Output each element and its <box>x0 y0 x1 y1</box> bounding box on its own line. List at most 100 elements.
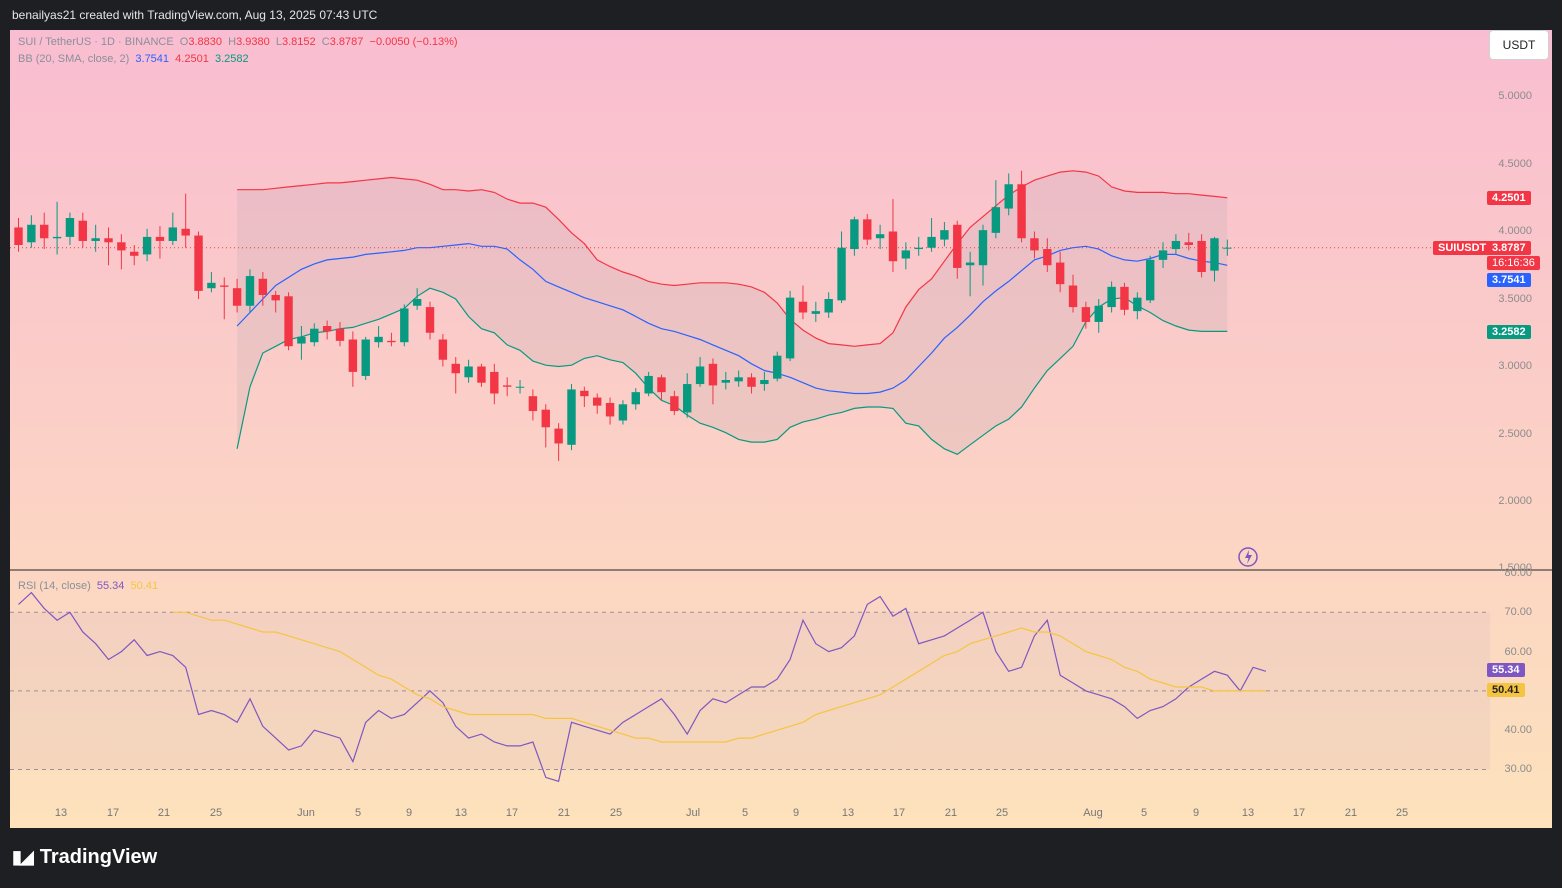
candle-body <box>438 339 448 360</box>
price-tick: 1.5000 <box>1498 562 1532 574</box>
candle-body <box>528 396 538 412</box>
chart-canvas[interactable] <box>10 30 1552 828</box>
rsi-tick: 60.00 <box>1504 646 1532 658</box>
candle-body <box>708 363 718 386</box>
candle-body <box>875 234 885 239</box>
candle-body <box>284 296 293 347</box>
price-tick: 3.0000 <box>1498 360 1532 372</box>
candle-body <box>322 326 332 332</box>
date-tick: 13 <box>841 807 855 819</box>
last-price-badge: 3.8787 <box>1487 241 1531 255</box>
price-tick: 4.0000 <box>1498 225 1532 237</box>
candle-body <box>683 384 692 413</box>
candle-body <box>580 390 589 397</box>
price-tick: 2.5000 <box>1498 428 1532 440</box>
candle-body <box>245 276 255 306</box>
bb-basis-value: 3.7541 <box>135 53 170 65</box>
candle-body <box>464 366 473 378</box>
date-tick: 5 <box>354 807 362 819</box>
candle-body <box>207 282 216 289</box>
candle-body <box>412 299 422 306</box>
close-label: C <box>321 36 330 48</box>
rsi-ma-value: 50.41 <box>130 580 159 592</box>
candle-body <box>387 340 396 343</box>
open-label: O <box>179 36 189 48</box>
candle-body <box>40 224 49 239</box>
candlesticks[interactable] <box>14 170 1232 461</box>
candle-body <box>1223 247 1232 249</box>
candle-body <box>785 297 795 359</box>
candle-body <box>1145 259 1155 301</box>
candle-body <box>400 308 409 343</box>
flash-icon-glyph <box>1245 550 1252 564</box>
candle-body <box>361 339 370 376</box>
candle-body <box>618 404 628 421</box>
candle-body <box>554 428 563 444</box>
date-tick: 9 <box>405 807 413 819</box>
candle-body <box>1171 240 1181 250</box>
rsi-tick: 40.00 <box>1504 724 1532 736</box>
candle-body <box>155 236 165 241</box>
candle-body <box>914 247 923 250</box>
rsi-pane <box>10 591 1490 783</box>
candle-body <box>927 236 936 248</box>
date-tick: 25 <box>995 807 1009 819</box>
candle-body <box>1210 238 1219 271</box>
candle-body <box>1068 285 1078 308</box>
candle-body <box>52 236 62 239</box>
bb-basis-badge: 3.7541 <box>1487 273 1531 287</box>
candle-body <box>515 386 525 388</box>
open-value: 3.8830 <box>188 36 223 48</box>
candle-body <box>747 377 756 387</box>
rsi-line <box>18 591 1267 783</box>
candle-body <box>502 385 512 387</box>
candle-body <box>657 377 666 393</box>
countdown-badge: 16:16:36 <box>1487 256 1540 270</box>
tradingview-logo-icon: ▮◢ <box>12 847 34 867</box>
candle-body <box>953 224 962 268</box>
date-tick: 17 <box>106 807 120 819</box>
date-tick: Jun <box>297 807 315 819</box>
candle-body <box>901 250 911 259</box>
date-tick: 21 <box>157 807 171 819</box>
candle-body <box>232 288 242 306</box>
candle-body <box>1081 307 1091 322</box>
candle-body <box>541 409 550 428</box>
symbol-badge: SUIUSDT <box>1433 241 1492 255</box>
candle-body <box>220 285 229 287</box>
candle-body <box>991 207 1001 233</box>
tradingview-logo[interactable]: ▮◢ TradingView <box>12 846 157 869</box>
date-tick: 13 <box>1241 807 1255 819</box>
close-value: 3.8787 <box>329 36 364 48</box>
chart-caption: benailyas21 created with TradingView.com… <box>12 8 378 22</box>
candle-body <box>978 230 988 266</box>
date-tick: 17 <box>505 807 519 819</box>
candle-body <box>631 392 640 405</box>
candle-body <box>14 227 23 245</box>
candle-body <box>91 238 100 241</box>
candle-body <box>335 328 345 341</box>
rsi-ma-line <box>172 611 1266 743</box>
price-tick: 5.0000 <box>1498 90 1532 102</box>
date-tick: 13 <box>54 807 68 819</box>
rsi-tick: 30.00 <box>1504 763 1532 775</box>
candle-body <box>824 299 833 313</box>
candle-body <box>194 235 203 291</box>
candle-body <box>271 294 280 301</box>
brand-name: TradingView <box>39 846 158 868</box>
bb-label[interactable]: BB (20, SMA, close, 2) <box>18 53 130 65</box>
candle-body <box>477 366 486 383</box>
date-tick: 21 <box>1344 807 1358 819</box>
flash-icon[interactable] <box>1238 547 1258 567</box>
candle-body <box>965 262 975 266</box>
currency-button[interactable]: USDT <box>1489 30 1549 60</box>
candle-body <box>850 219 859 250</box>
candle-body <box>567 389 576 445</box>
date-tick: 25 <box>209 807 223 819</box>
candle-body <box>374 336 383 343</box>
rsi-label[interactable]: RSI (14, close) <box>18 580 91 592</box>
candle-body <box>130 251 139 256</box>
bb-upper-line <box>237 170 1228 347</box>
symbol-name[interactable]: SUI / TetherUS · 1D · BINANCE <box>18 36 174 48</box>
candle-body <box>142 236 152 255</box>
